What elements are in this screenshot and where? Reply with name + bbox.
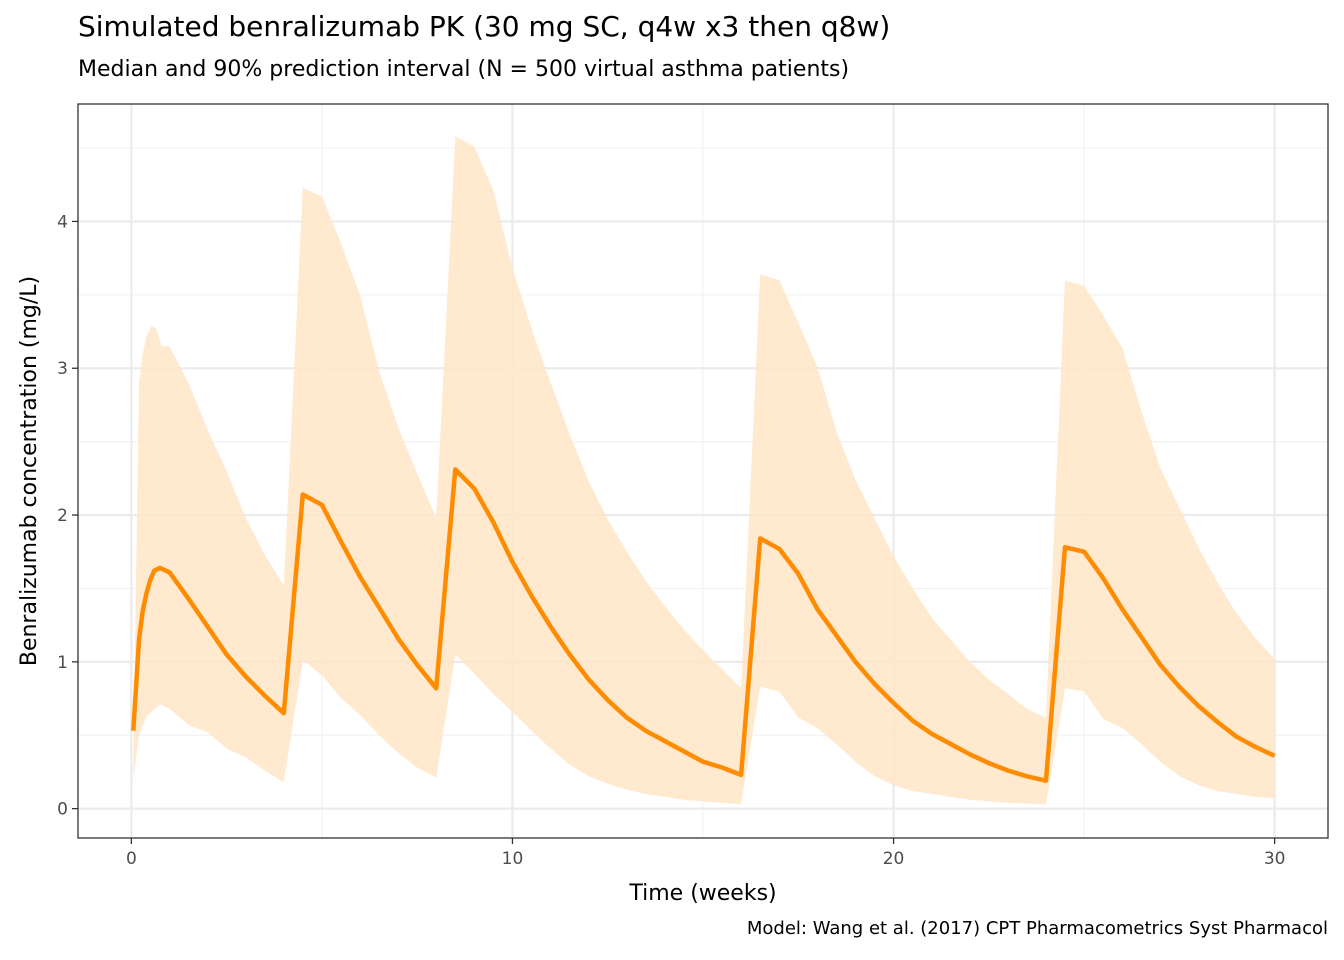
y-tick-label: 1 bbox=[57, 653, 68, 673]
x-axis-title: Time (weeks) bbox=[628, 881, 776, 906]
prediction-interval-band bbox=[133, 136, 1275, 805]
chart-subtitle: Median and 90% prediction interval (N = … bbox=[78, 57, 850, 82]
y-tick-label: 4 bbox=[57, 212, 68, 232]
median-line bbox=[131, 467, 1276, 783]
x-tick-label: 30 bbox=[1264, 849, 1286, 869]
y-tick-label: 3 bbox=[57, 359, 68, 379]
x-tick-label: 10 bbox=[502, 849, 524, 869]
y-tick-label: 0 bbox=[57, 800, 68, 820]
chart-title: Simulated benralizumab PK (30 mg SC, q4w… bbox=[78, 10, 891, 43]
x-tick-label: 0 bbox=[126, 849, 137, 869]
y-axis: 0 1 2 3 4 bbox=[57, 212, 78, 820]
y-axis-title: Benralizumab concentration (mg/L) bbox=[17, 276, 42, 666]
y-tick-label: 2 bbox=[57, 506, 68, 526]
plot-border bbox=[77, 103, 1329, 839]
x-axis: 0 10 20 30 bbox=[126, 838, 1286, 869]
x-tick-label: 20 bbox=[883, 849, 905, 869]
chart-caption: Model: Wang et al. (2017) CPT Pharmacome… bbox=[746, 918, 1328, 939]
